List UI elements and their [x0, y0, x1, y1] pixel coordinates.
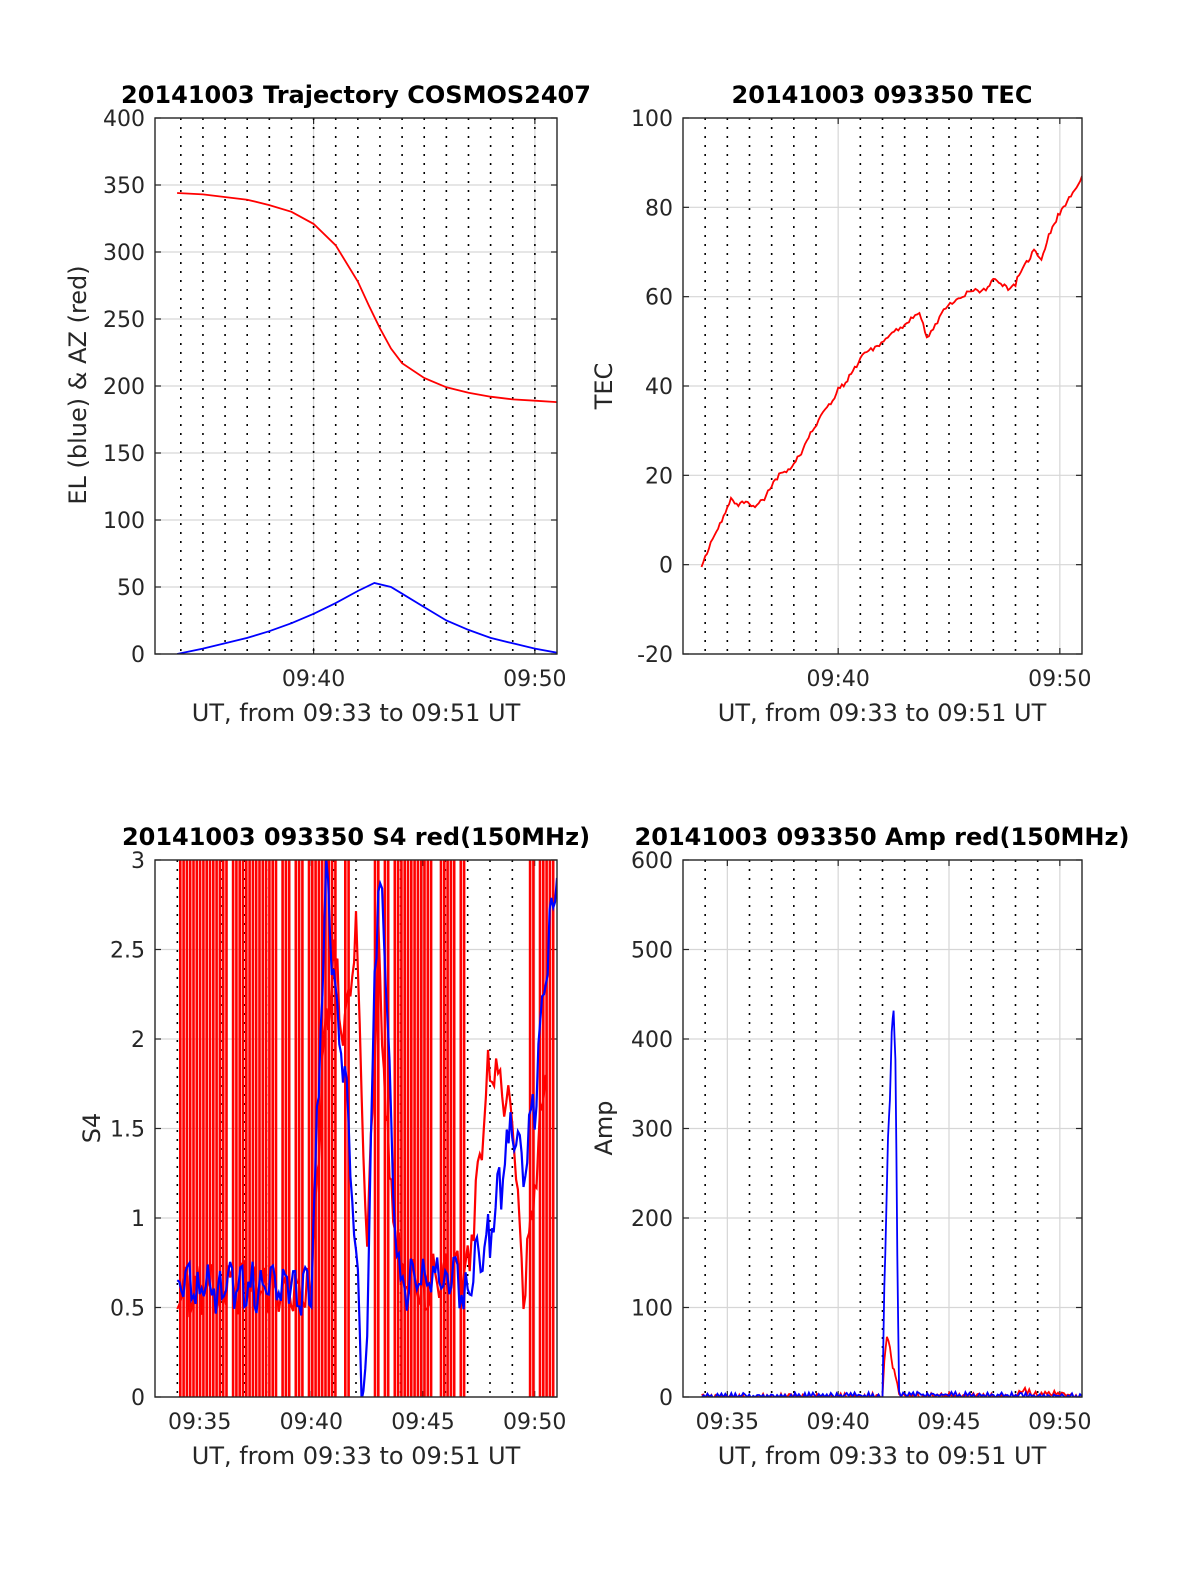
series-line-red — [700, 175, 1082, 568]
y-tick-label: 50 — [117, 576, 145, 601]
y-tick-label: 40 — [645, 375, 673, 400]
axes-frame — [154, 859, 558, 1398]
y-tick-label: 250 — [103, 308, 145, 333]
y-tick-label: -20 — [637, 643, 673, 668]
panel-title: 20141003 093350 Amp red(150MHz) — [635, 823, 1130, 851]
x-tick-label: 09:40 — [280, 1410, 343, 1435]
x-axis-label: UT, from 09:33 to 09:51 UT — [192, 1442, 521, 1470]
y-tick-label: 100 — [631, 107, 673, 132]
x-tick-label: 09:35 — [168, 1410, 231, 1435]
y-axis-label: S4 — [78, 1113, 106, 1144]
x-tick-label: 09:40 — [806, 1410, 869, 1435]
amp-panel: 20141003 093350 Amp red(150MHz) UT, from… — [590, 823, 1129, 1470]
y-tick-label: 1.5 — [110, 1118, 145, 1143]
panel-title: 20141003 093350 S4 red(150MHz) — [122, 823, 590, 851]
trajectory-panel: 20141003 Trajectory COSMOS2407 UT, from … — [64, 81, 591, 727]
y-tick-label: 100 — [103, 509, 145, 534]
x-axis-label: UT, from 09:33 to 09:51 UT — [718, 699, 1047, 727]
y-tick-label: 300 — [631, 1118, 673, 1143]
y-tick-label: 0 — [659, 1386, 673, 1411]
y-tick-label: 2 — [131, 1028, 145, 1053]
series-line-blue — [176, 860, 557, 1397]
x-axis-label: UT, from 09:33 to 09:51 UT — [192, 699, 521, 727]
x-tick-label: 09:40 — [282, 667, 345, 692]
y-tick-label: 100 — [631, 1297, 673, 1322]
y-tick-label: 300 — [103, 241, 145, 266]
x-tick-label: 09:35 — [696, 1410, 759, 1435]
y-tick-label: 80 — [645, 196, 673, 221]
y-tick-label: 400 — [103, 107, 145, 132]
x-tick-label: 09:45 — [917, 1410, 980, 1435]
x-tick-label: 09:50 — [503, 1410, 566, 1435]
x-tick-label: 09:50 — [1028, 1410, 1091, 1435]
y-axis-label: EL (blue) & AZ (red) — [64, 265, 92, 504]
panel-title: 20141003 093350 TEC — [732, 81, 1033, 109]
series-line-blue — [701, 1010, 1082, 1397]
series-line-red — [701, 1336, 1082, 1397]
y-tick-label: 0.5 — [110, 1297, 145, 1322]
y-tick-label: 200 — [631, 1207, 673, 1232]
x-tick-label: 09:40 — [806, 667, 869, 692]
y-tick-label: 60 — [645, 286, 673, 311]
y-tick-label: 600 — [631, 849, 673, 874]
y-tick-label: 500 — [631, 939, 673, 964]
y-tick-label: 0 — [659, 554, 673, 579]
axes-frame — [682, 117, 1083, 655]
y-tick-label: 0 — [131, 643, 145, 668]
y-tick-label: 350 — [103, 174, 145, 199]
axes-frame — [682, 859, 1083, 1398]
y-axis-label: Amp — [590, 1100, 618, 1155]
x-tick-label: 09:45 — [391, 1410, 454, 1435]
x-axis-label: UT, from 09:33 to 09:51 UT — [718, 1442, 1047, 1470]
panel-title: 20141003 Trajectory COSMOS2407 — [121, 81, 591, 109]
y-tick-label: 0 — [131, 1386, 145, 1411]
y-tick-label: 1 — [131, 1207, 145, 1232]
y-tick-label: 200 — [103, 375, 145, 400]
tec-panel: 20141003 093350 TEC UT, from 09:33 to 09… — [590, 81, 1092, 727]
x-tick-label: 09:50 — [1028, 667, 1091, 692]
y-tick-label: 3 — [131, 849, 145, 874]
y-tick-label: 20 — [645, 464, 673, 489]
y-axis-label: TEC — [590, 363, 618, 411]
y-tick-label: 150 — [103, 442, 145, 467]
y-tick-label: 2.5 — [110, 939, 145, 964]
series-line-blue — [176, 582, 557, 654]
series-line-red — [177, 192, 557, 403]
y-tick-label: 400 — [631, 1028, 673, 1053]
axes-frame — [154, 117, 558, 655]
x-tick-label: 09:50 — [503, 667, 566, 692]
s4-panel: 20141003 093350 S4 red(150MHz) UT, from … — [78, 823, 590, 1470]
